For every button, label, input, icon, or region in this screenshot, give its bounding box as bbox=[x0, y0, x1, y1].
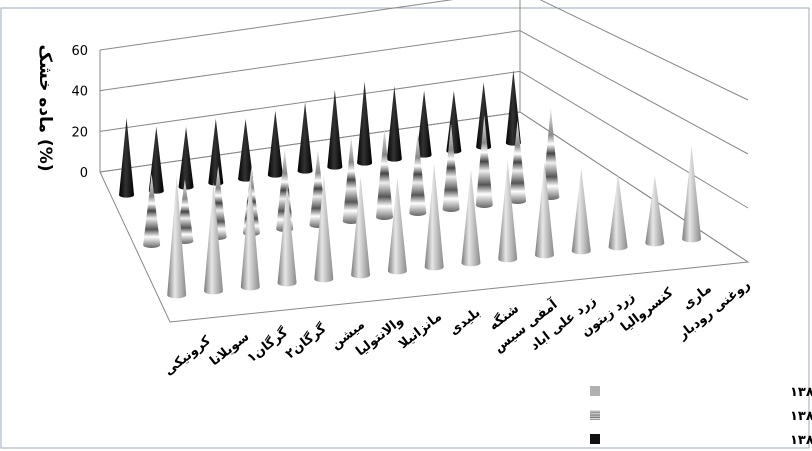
cone bbox=[645, 175, 665, 247]
cone bbox=[143, 174, 161, 248]
cone bbox=[327, 89, 343, 170]
grid-line bbox=[99, 30, 521, 92]
x-tick-label: والانتولیا bbox=[353, 313, 406, 359]
legend-swatch bbox=[590, 434, 600, 444]
cone bbox=[204, 182, 223, 295]
cone bbox=[342, 135, 360, 224]
cone bbox=[386, 86, 402, 162]
x-tick-label: سویلانا bbox=[207, 329, 252, 369]
legend-swatch bbox=[590, 410, 600, 420]
cone bbox=[314, 175, 334, 283]
cone bbox=[461, 169, 481, 267]
legend-label: ماده خشک سال ۱۳۸۶ bbox=[790, 385, 812, 400]
cone bbox=[409, 132, 427, 216]
y-axis-title: ماده خشک (%) bbox=[35, 44, 55, 171]
cone bbox=[351, 176, 371, 279]
grid-line bbox=[539, 0, 749, 101]
grid-line bbox=[519, 111, 749, 263]
cone bbox=[608, 174, 628, 251]
cone bbox=[267, 110, 283, 178]
cone bbox=[178, 126, 194, 190]
cone bbox=[571, 168, 591, 255]
cone bbox=[297, 102, 313, 174]
cone bbox=[167, 175, 187, 299]
cone bbox=[682, 145, 702, 243]
x-tick-label: گرگان۲ bbox=[282, 320, 329, 362]
cone bbox=[424, 163, 444, 271]
chart-frame bbox=[0, 7, 810, 449]
grid-line bbox=[99, 70, 521, 132]
cone bbox=[475, 115, 493, 208]
cone bbox=[498, 160, 518, 263]
cone bbox=[148, 126, 164, 194]
cone bbox=[542, 107, 560, 200]
cone bbox=[238, 118, 254, 182]
cone bbox=[476, 82, 492, 150]
cone bbox=[387, 177, 407, 275]
y-tick-label: 60 bbox=[71, 44, 88, 59]
x-tick-label: مانزانیلا bbox=[396, 309, 445, 352]
cone bbox=[535, 161, 554, 259]
cone bbox=[509, 120, 527, 204]
cone bbox=[119, 117, 135, 198]
legend-swatch bbox=[590, 386, 600, 396]
cone bbox=[240, 175, 260, 291]
cone bbox=[277, 184, 297, 287]
grid-line bbox=[519, 70, 749, 209]
cone bbox=[208, 118, 224, 186]
legend-label: ماده خشک سال ۱۳۸۸ bbox=[790, 433, 812, 448]
legend-label: ماده خشک سال ۱۳۸۷ bbox=[790, 409, 812, 424]
x-tick-label: کرونیکی bbox=[161, 333, 214, 379]
y-tick-label: 0 bbox=[80, 166, 88, 181]
x-tick-label: بلیدی bbox=[447, 305, 484, 338]
y-tick-label: 20 bbox=[71, 125, 88, 140]
cone bbox=[357, 81, 373, 166]
cone bbox=[442, 123, 460, 212]
cone bbox=[376, 127, 393, 220]
grid-line bbox=[519, 30, 749, 155]
x-tick-label: گرگان۱ bbox=[244, 324, 291, 366]
cone bbox=[416, 90, 432, 158]
grid-line bbox=[99, 0, 454, 51]
y-tick-label: 40 bbox=[71, 85, 88, 100]
